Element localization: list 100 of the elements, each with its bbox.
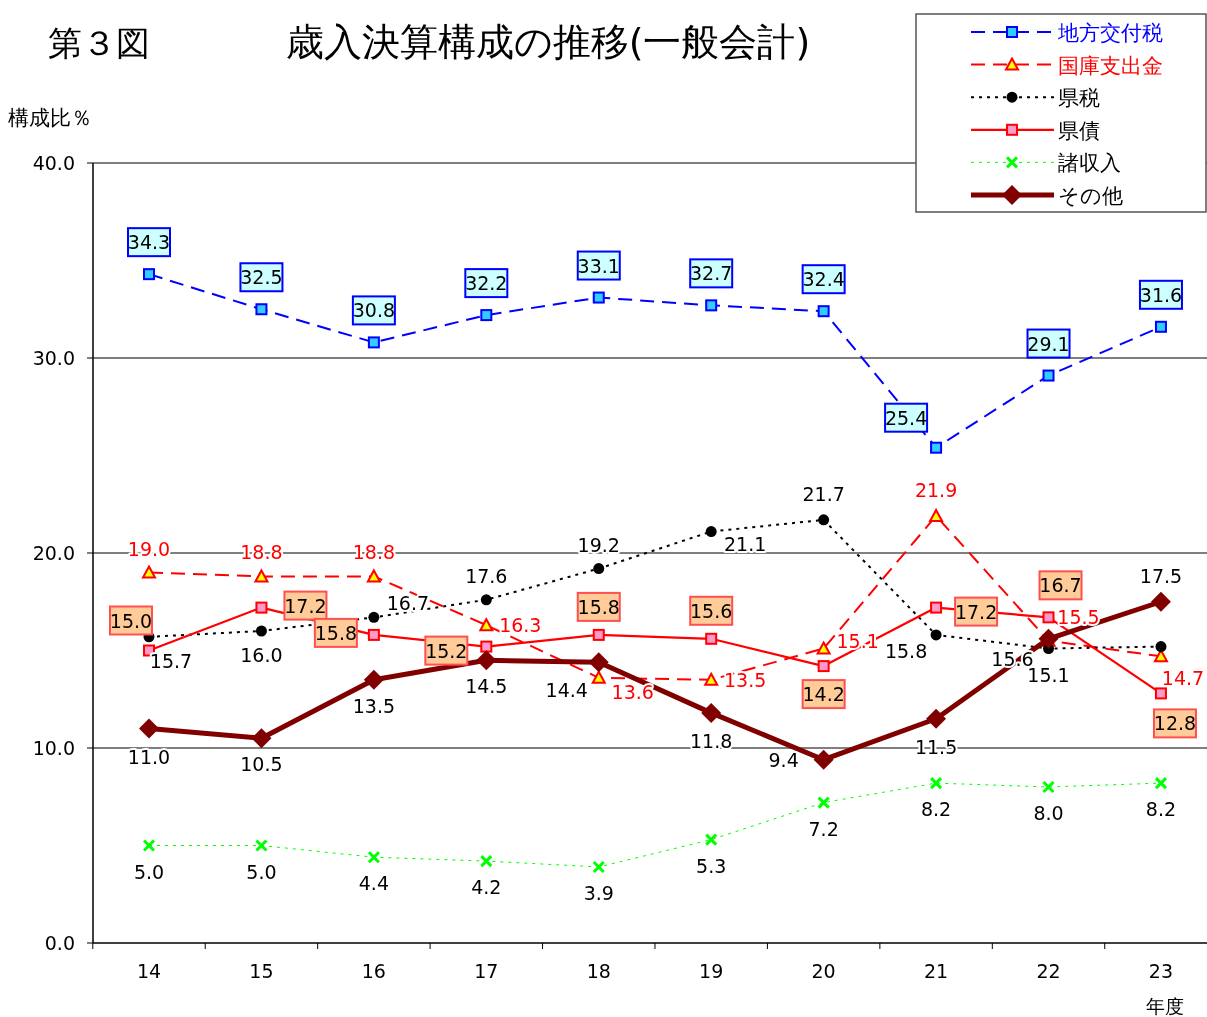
- data-label: 21.1: [724, 532, 767, 555]
- point: [254, 569, 269, 583]
- data-label: 3.9: [583, 881, 614, 904]
- y-tick-label: 40.0: [32, 152, 75, 174]
- point: [363, 669, 384, 690]
- data-label: 14.7: [1161, 667, 1205, 690]
- legend-label: 諸収入: [1058, 151, 1121, 176]
- data-label: 17.6: [465, 564, 508, 587]
- point: [701, 702, 722, 723]
- point: [817, 305, 830, 318]
- x-tick-label: 22: [1036, 960, 1061, 982]
- data-label: 32.5: [240, 266, 283, 289]
- legend-label: 県税: [1058, 86, 1100, 111]
- point: [929, 776, 943, 790]
- data-label: 15.8: [314, 621, 358, 644]
- data-label: 18.8: [240, 541, 283, 564]
- point: [1155, 641, 1167, 653]
- point: [254, 839, 268, 852]
- data-label: 12.8: [1153, 712, 1197, 735]
- x-tick-label: 20: [811, 960, 836, 982]
- point: [930, 601, 943, 614]
- point: [479, 618, 494, 632]
- data-label: 19.2: [577, 533, 620, 556]
- data-label: 13.5: [352, 694, 396, 717]
- point: [480, 309, 493, 322]
- point: [367, 336, 380, 349]
- point: [816, 641, 831, 655]
- y-axis-title: 構成比％: [8, 106, 92, 130]
- data-label: 14.2: [802, 683, 845, 706]
- point: [142, 565, 156, 579]
- legend-label: 地方交付税: [1057, 21, 1163, 45]
- data-label: 7.2: [808, 817, 839, 840]
- x-tick-label: 17: [474, 960, 499, 982]
- point: [1154, 776, 1168, 790]
- data-label: 19.0: [127, 537, 171, 560]
- data-label: 21.7: [802, 482, 845, 505]
- point: [705, 299, 718, 312]
- data-label: 17.5: [1139, 564, 1183, 587]
- y-tick-label: 10.0: [32, 737, 75, 759]
- data-label: 10.5: [240, 753, 283, 776]
- data-label: 17.2: [954, 600, 998, 623]
- data-label: 16.7: [386, 592, 430, 615]
- data-label: 15.6: [690, 599, 733, 622]
- point: [1042, 369, 1055, 382]
- data-label: 5.0: [246, 860, 277, 883]
- point: [705, 632, 718, 645]
- legend-label: 国庫支出金: [1058, 53, 1163, 78]
- point: [251, 728, 272, 749]
- point: [588, 652, 609, 673]
- y-tick-label: 20.0: [32, 542, 75, 564]
- data-label: 14.5: [465, 675, 508, 698]
- point: [592, 628, 605, 641]
- data-label: 11.5: [914, 735, 958, 758]
- data-label: 5.3: [696, 854, 727, 877]
- data-label: 15.7: [149, 649, 193, 672]
- data-label: 33.1: [577, 254, 620, 277]
- legend-label: 県債: [1058, 118, 1100, 143]
- point: [1042, 780, 1056, 794]
- data-label: 13.6: [611, 680, 654, 703]
- data-label: 11.8: [690, 729, 733, 752]
- data-label: 17.2: [284, 594, 327, 617]
- data-label: 15.8: [884, 639, 928, 662]
- x-tick-label: 18: [586, 960, 611, 982]
- point: [813, 749, 834, 770]
- data-label: 16.0: [240, 644, 283, 666]
- data-label: 15.5: [1057, 605, 1100, 628]
- data-label: 34.3: [127, 231, 171, 254]
- point: [366, 569, 381, 583]
- data-label: 4.2: [471, 876, 502, 899]
- data-label: 15.2: [425, 639, 468, 662]
- data-label: 8.2: [920, 798, 952, 821]
- data-label: 4.4: [358, 872, 389, 895]
- point: [142, 839, 156, 852]
- data-label: 21.9: [914, 478, 958, 501]
- data-label: 8.0: [1033, 802, 1064, 824]
- point: [139, 718, 159, 739]
- data-label: 13.5: [724, 668, 767, 691]
- point: [930, 629, 942, 641]
- point: [591, 670, 606, 684]
- point: [367, 850, 381, 864]
- legend-label: その他: [1058, 184, 1123, 208]
- y-tick-label: 30.0: [32, 347, 75, 369]
- x-tick-label: 21: [923, 960, 949, 982]
- point: [817, 796, 831, 810]
- point: [476, 650, 497, 671]
- data-label: 5.0: [133, 860, 165, 883]
- point: [1154, 320, 1167, 333]
- point: [143, 268, 155, 281]
- point: [479, 854, 493, 868]
- data-label: 18.8: [352, 541, 396, 564]
- x-tick-label: 19: [699, 960, 724, 982]
- data-label: 29.1: [1027, 332, 1070, 355]
- point: [929, 508, 944, 522]
- point: [1038, 628, 1059, 649]
- annotation: 第３図: [48, 23, 150, 63]
- x-tick-label: 15: [249, 960, 274, 982]
- data-label: 15.8: [577, 595, 620, 618]
- point: [592, 291, 605, 304]
- point: [705, 526, 717, 538]
- x-axis-title: 年度: [1146, 995, 1184, 1017]
